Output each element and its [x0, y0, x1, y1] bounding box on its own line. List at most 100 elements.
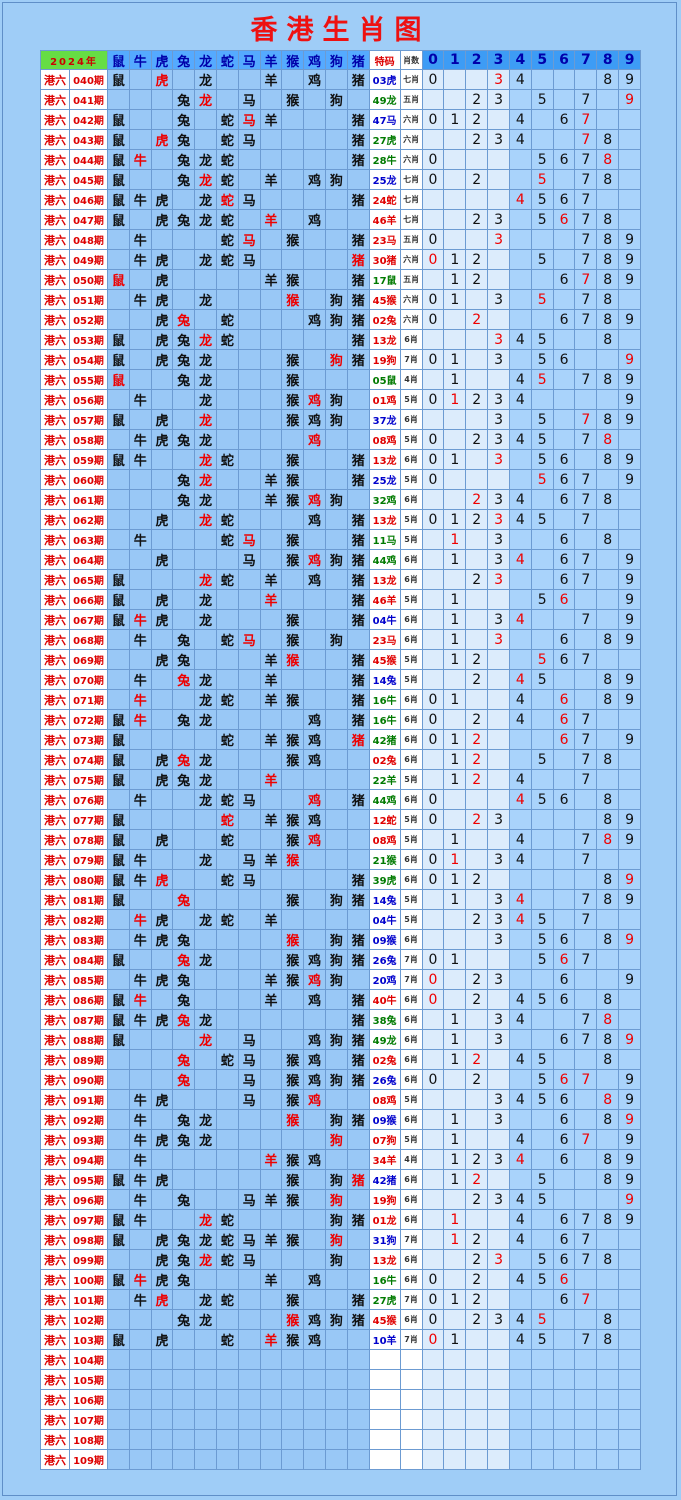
row-label: 港六	[40, 1370, 70, 1390]
digit-cell: 5	[531, 1050, 554, 1070]
zodiac-cell	[108, 1390, 130, 1410]
zodiac-cell	[260, 510, 283, 530]
digit-cell	[509, 290, 532, 310]
row-label: 港六	[40, 910, 70, 930]
digit-cell	[444, 1370, 467, 1390]
zodiac-cell: 鼠	[108, 450, 130, 470]
zodiac-cell: 马	[238, 1230, 261, 1250]
period: 063期	[70, 530, 108, 550]
digit-cell	[553, 410, 576, 430]
zodiac-cell: 马	[238, 1070, 261, 1090]
zodiac-cell: 羊	[260, 730, 283, 750]
zodiac-header: 马	[238, 50, 261, 70]
count: 5肖	[400, 530, 423, 550]
zodiac-cell	[217, 1130, 239, 1150]
digit-cell	[597, 1190, 620, 1210]
period: 106期	[70, 1390, 108, 1410]
digit-cell	[509, 1170, 532, 1190]
digit-cell	[422, 1370, 445, 1390]
digit-cell	[597, 650, 620, 670]
zodiac-cell	[217, 1450, 239, 1470]
zodiac-cell: 鼠	[108, 1330, 130, 1350]
digit-cell: 4	[509, 610, 532, 630]
zodiac-cell: 鸡	[304, 1030, 326, 1050]
zodiac-cell: 鼠	[108, 810, 130, 830]
row-label: 港六	[40, 1030, 70, 1050]
zodiac-cell	[195, 990, 217, 1010]
row-label: 港六	[40, 290, 70, 310]
zodiac-cell	[195, 550, 217, 570]
period: 041期	[70, 90, 108, 110]
zodiac-cell: 虎	[151, 270, 174, 290]
digit-cell	[509, 970, 532, 990]
digit-cell	[488, 1430, 510, 1450]
zodiac-cell: 鼠	[108, 110, 130, 130]
zodiac-cell	[304, 350, 326, 370]
digit-cell	[531, 1010, 554, 1030]
digit-cell	[509, 590, 532, 610]
zodiac-cell	[326, 670, 348, 690]
zodiac-cell	[173, 1390, 196, 1410]
digit-cell: 5	[531, 910, 554, 930]
digit-cell	[619, 490, 641, 510]
zodiac-cell	[304, 770, 326, 790]
digit-cell	[509, 930, 532, 950]
digit-cell	[531, 810, 554, 830]
zodiac-cell	[347, 410, 370, 430]
zodiac-cell	[108, 250, 130, 270]
zodiac-cell: 羊	[260, 490, 283, 510]
zodiac-cell	[217, 430, 239, 450]
digit-cell: 7	[575, 890, 598, 910]
zodiac-cell	[173, 810, 196, 830]
special-code: 02兔	[369, 1050, 401, 1070]
zodiac-cell: 龙	[195, 570, 217, 590]
period: 085期	[70, 970, 108, 990]
zodiac-cell: 兔	[173, 490, 196, 510]
row-label: 港六	[40, 150, 70, 170]
digit-cell	[509, 230, 532, 250]
digit-cell	[531, 550, 554, 570]
count: 5肖	[400, 1130, 423, 1150]
zodiac-cell	[151, 530, 174, 550]
digit-cell	[444, 470, 467, 490]
digit-cell	[444, 1350, 467, 1370]
digit-cell	[575, 630, 598, 650]
zodiac-cell	[129, 570, 152, 590]
zodiac-cell: 猪	[347, 610, 370, 630]
zodiac-cell	[173, 1330, 196, 1350]
zodiac-cell: 狗	[326, 1250, 348, 1270]
count-header: 肖数	[400, 50, 423, 70]
zodiac-cell	[129, 1250, 152, 1270]
digit-cell: 2	[466, 1250, 489, 1270]
digit-cell	[422, 670, 445, 690]
zodiac-cell: 猴	[282, 370, 305, 390]
zodiac-cell	[260, 1290, 283, 1310]
zodiac-cell	[347, 390, 370, 410]
digit-cell	[444, 70, 467, 90]
zodiac-cell	[326, 1350, 348, 1370]
digit-cell	[531, 1350, 554, 1370]
zodiac-cell	[129, 1350, 152, 1370]
zodiac-cell: 鼠	[108, 170, 130, 190]
zodiac-cell	[260, 290, 283, 310]
digit-cell	[509, 1070, 532, 1090]
digit-cell	[422, 1010, 445, 1030]
digit-cell: 2	[466, 310, 489, 330]
row-label: 港六	[40, 250, 70, 270]
period: 091期	[70, 1090, 108, 1110]
zodiac-cell	[304, 670, 326, 690]
zodiac-cell: 狗	[326, 630, 348, 650]
period: 055期	[70, 370, 108, 390]
digit-cell	[488, 1070, 510, 1090]
count: 6肖	[400, 750, 423, 770]
digit-cell	[553, 230, 576, 250]
zodiac-cell	[195, 730, 217, 750]
count: 5肖	[400, 430, 423, 450]
zodiac-cell	[282, 990, 305, 1010]
zodiac-cell: 猴	[282, 550, 305, 570]
digit-cell: 1	[444, 1210, 467, 1230]
zodiac-cell: 兔	[173, 1010, 196, 1030]
zodiac-cell: 鸡	[304, 1270, 326, 1290]
zodiac-cell: 鸡	[304, 1150, 326, 1170]
zodiac-cell	[326, 750, 348, 770]
